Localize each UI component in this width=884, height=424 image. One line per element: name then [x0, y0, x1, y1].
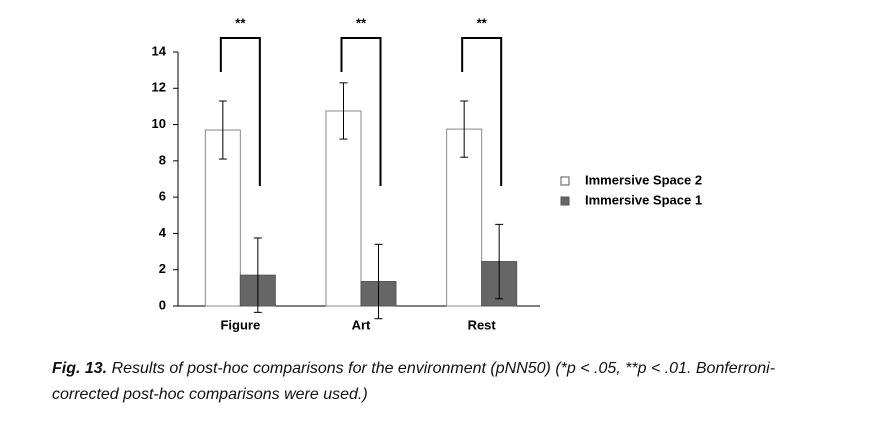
significance-bracket: [219, 37, 261, 186]
y-tick-label: 0: [159, 297, 166, 312]
y-tick-label: 8: [159, 152, 166, 167]
y-tick-label: 2: [159, 261, 166, 276]
x-tick-label: Rest: [468, 317, 497, 332]
y-tick-label: 12: [152, 80, 166, 95]
caption-label: Fig. 13.: [52, 360, 108, 377]
legend-label: Immersive Space 1: [585, 192, 702, 207]
significance-bracket: [461, 37, 503, 186]
y-tick-label: 10: [152, 116, 166, 131]
caption-line: Results of post-hoc comparisons for the …: [111, 360, 776, 377]
significance-label: **: [356, 15, 367, 30]
bar: [325, 110, 362, 307]
chart: 0 2 4 6 8 10 12 14 Figure ** Art ** Rest ** Immersive …: [152, 15, 703, 332]
x-tick-label: Figure: [220, 317, 260, 332]
caption-line: corrected post-hoc comparisons were used…: [52, 386, 368, 403]
significance-bracket: [340, 37, 382, 186]
y-tick-label: 6: [159, 189, 166, 204]
legend-label: Immersive Space 2: [585, 172, 702, 187]
significance-label: **: [477, 15, 488, 30]
caption: Fig. 13. Results of post-hoc comparisons…: [52, 356, 852, 408]
legend-swatch: [560, 196, 570, 206]
x-tick-label: Art: [352, 317, 371, 332]
y-tick-label: 14: [152, 43, 167, 58]
y-tick-label: 4: [159, 225, 167, 240]
legend-swatch: [560, 176, 570, 186]
significance-label: **: [235, 15, 246, 30]
